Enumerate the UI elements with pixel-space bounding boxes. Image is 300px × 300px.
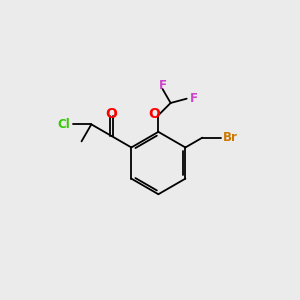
Text: F: F — [158, 80, 166, 92]
Text: Cl: Cl — [57, 118, 70, 131]
Text: Br: Br — [223, 131, 237, 144]
Text: O: O — [105, 106, 117, 121]
Text: F: F — [190, 92, 198, 105]
Text: O: O — [148, 107, 160, 121]
